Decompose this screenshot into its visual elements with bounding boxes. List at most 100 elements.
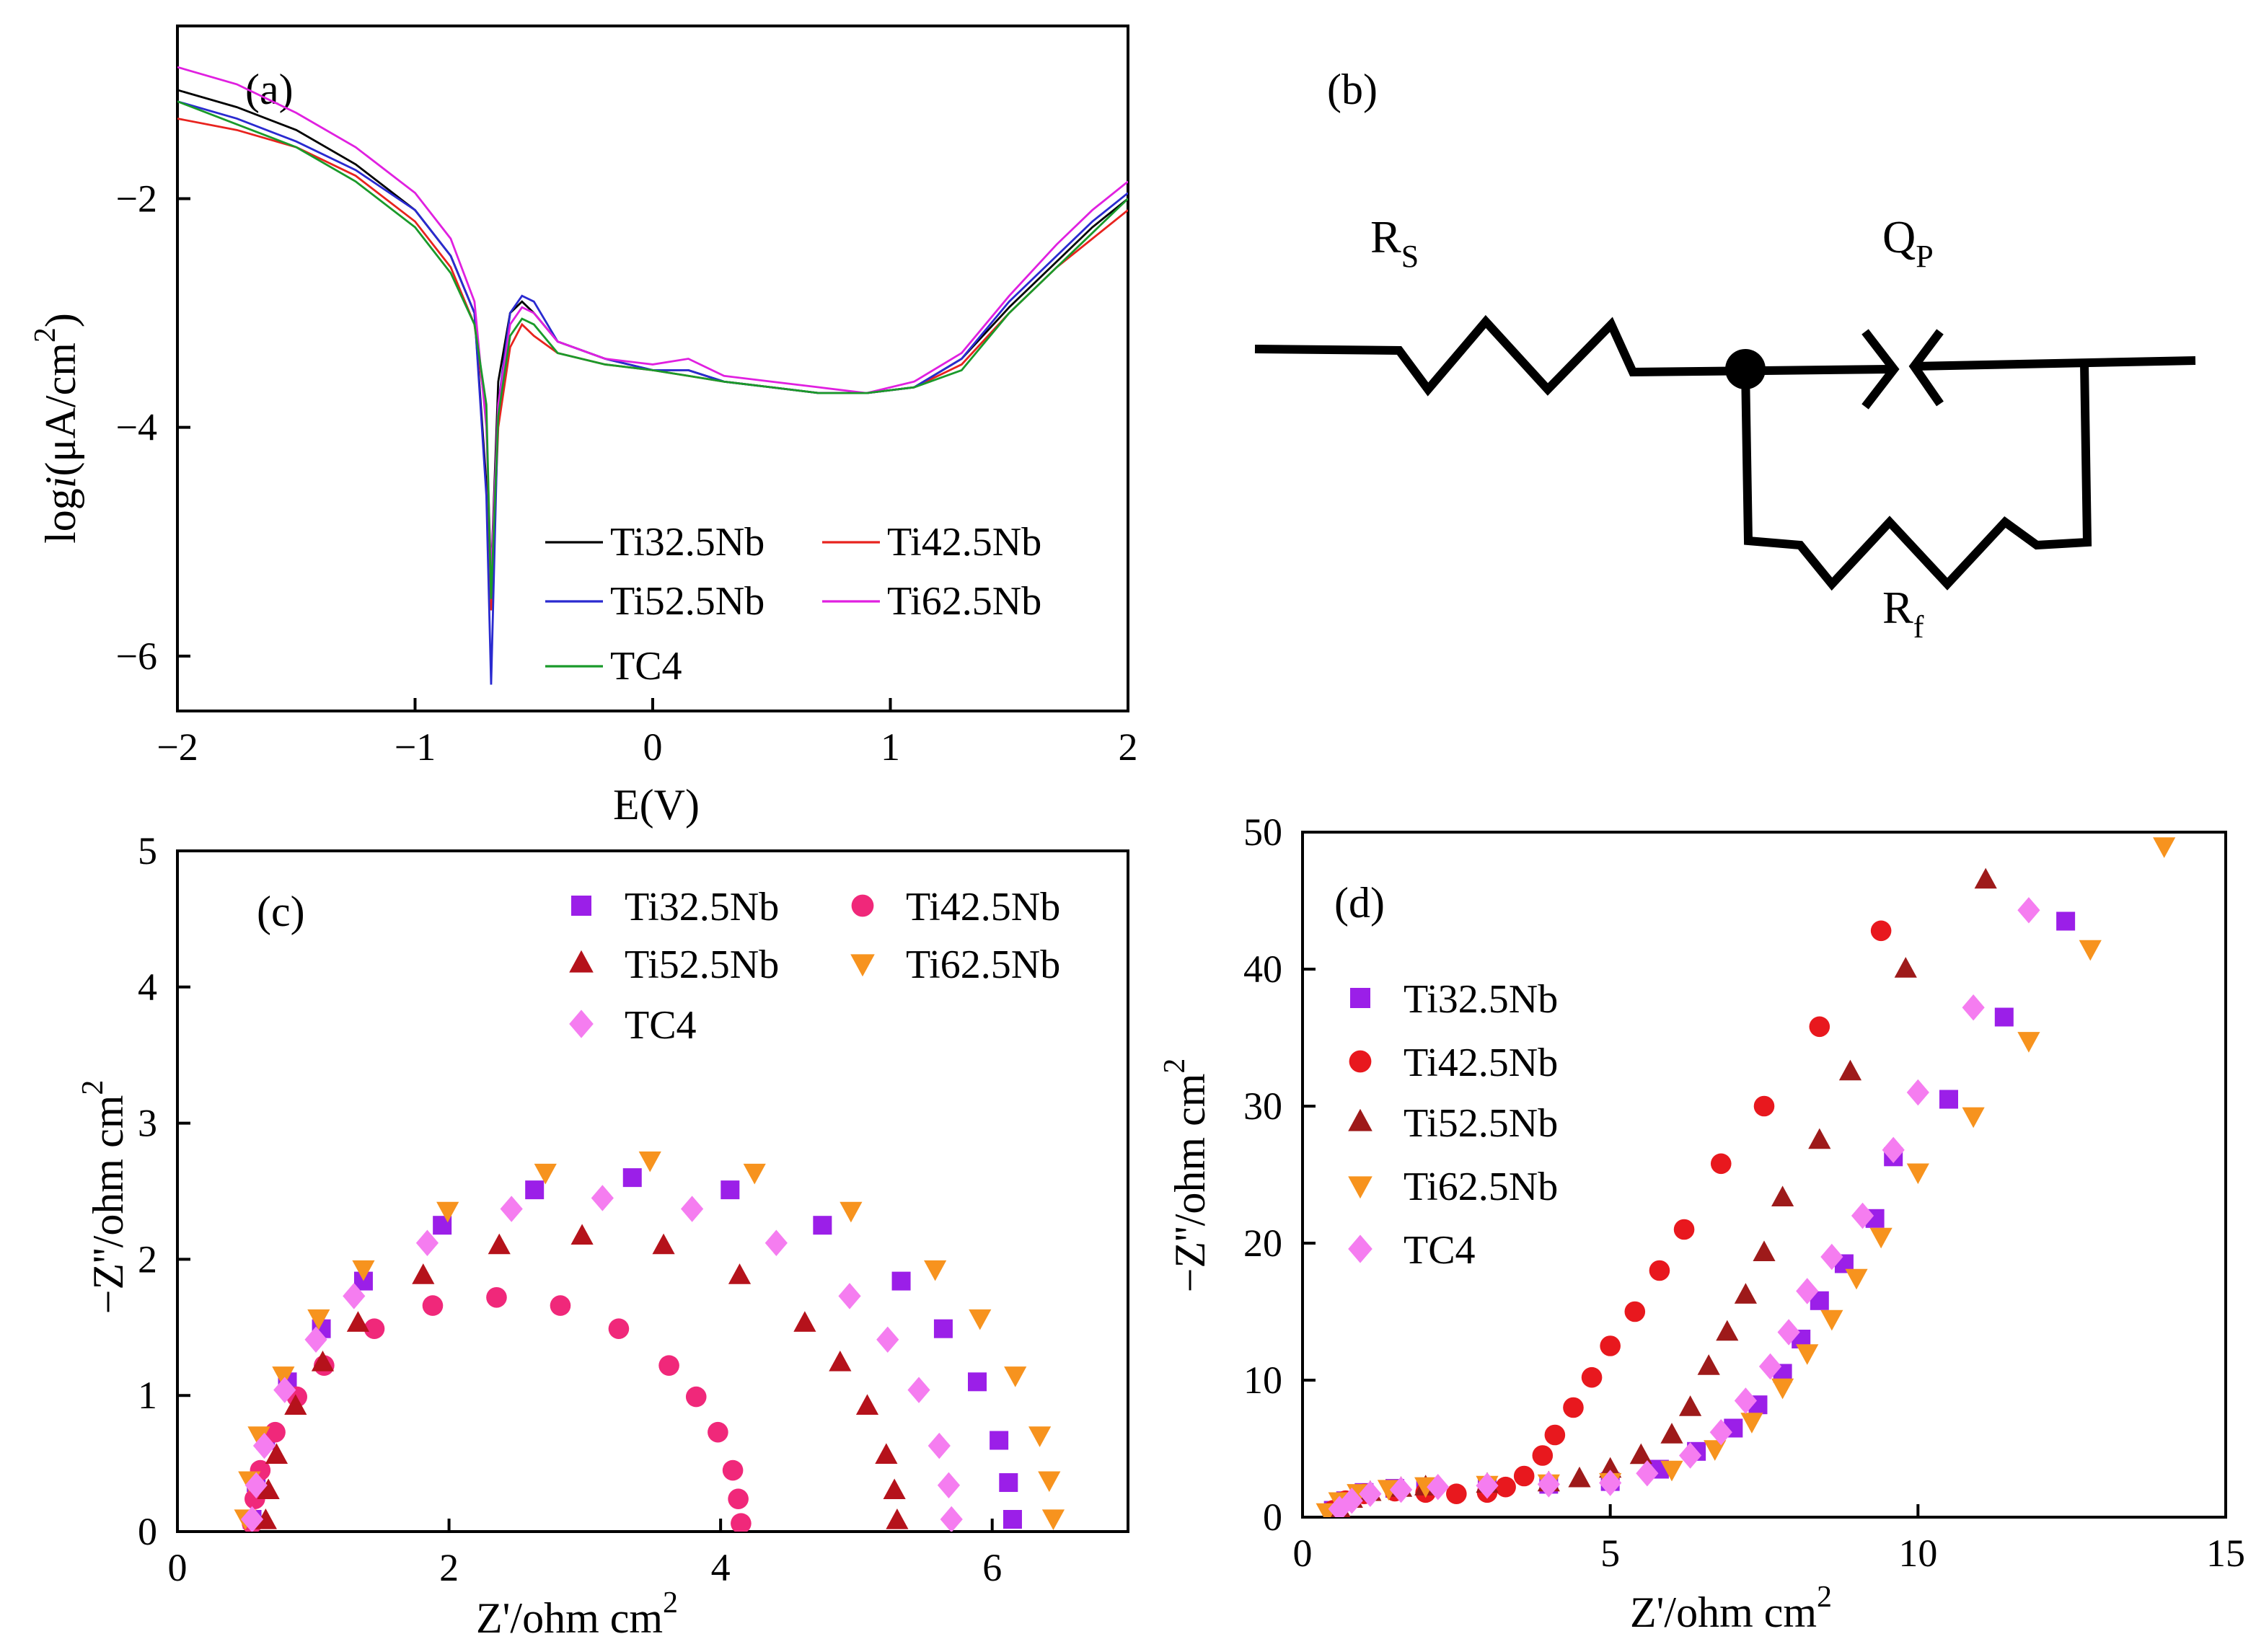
y-tick-label: 20 xyxy=(1243,1222,1282,1265)
panel-label: (c) xyxy=(257,888,305,935)
point xyxy=(1809,1016,1830,1038)
y-tick-label: 30 xyxy=(1243,1085,1282,1128)
point xyxy=(486,1286,507,1308)
point xyxy=(1704,1440,1727,1461)
label-part: i xyxy=(37,477,84,489)
point xyxy=(875,1443,898,1464)
x-tick-label: 0 xyxy=(168,1546,188,1589)
x-tick-label: 2 xyxy=(1119,725,1138,769)
point xyxy=(1446,1483,1467,1504)
point xyxy=(1758,1353,1782,1380)
x-tick-label: 0 xyxy=(1293,1532,1313,1575)
point xyxy=(304,1326,327,1353)
point xyxy=(1845,1268,1868,1290)
line xyxy=(177,100,1128,599)
legend-marker xyxy=(1348,1234,1372,1263)
point xyxy=(1740,1413,1763,1434)
component-label: QP xyxy=(1882,211,1934,274)
point xyxy=(422,1295,444,1316)
label-part: −Z''/ohm cm xyxy=(84,1095,132,1315)
point xyxy=(1869,1227,1893,1249)
point xyxy=(311,1350,335,1371)
legend-label: TC4 xyxy=(1404,1228,1476,1273)
point xyxy=(1544,1424,1566,1446)
point xyxy=(1563,1397,1584,1418)
plot-frame xyxy=(176,849,1129,1533)
point xyxy=(622,1168,642,1188)
point xyxy=(937,1472,961,1499)
component-label: RS xyxy=(1370,211,1419,274)
legend-label: Ti32.5Nb xyxy=(1404,977,1558,1022)
point xyxy=(272,1366,295,1387)
point xyxy=(1004,1366,1027,1387)
x-tick-label: 1 xyxy=(881,725,900,769)
axis-label: −Z''/ohm cm2 xyxy=(76,1080,132,1315)
label-part: 2 xyxy=(1158,1059,1191,1074)
point xyxy=(1906,1163,1929,1185)
plot-frame xyxy=(1301,831,2227,1519)
point xyxy=(1649,1260,1670,1281)
x-tick-label: 6 xyxy=(982,1546,1002,1589)
legend-marker xyxy=(569,1010,594,1038)
point xyxy=(273,1377,296,1403)
y-tick-label: 0 xyxy=(138,1510,157,1553)
point xyxy=(1476,1472,1499,1499)
point xyxy=(1629,1443,1652,1465)
legend-label: Ti52.5Nb xyxy=(625,942,779,987)
legend-marker xyxy=(1349,1050,1372,1073)
point xyxy=(1679,1442,1702,1469)
point xyxy=(1753,1240,1776,1261)
y-tick-label: 3 xyxy=(138,1102,157,1145)
point xyxy=(969,1309,992,1330)
y-tick-label: 40 xyxy=(1243,948,1282,991)
point xyxy=(1753,1095,1775,1117)
point xyxy=(352,1260,375,1281)
y-tick-label: 0 xyxy=(1263,1496,1282,1539)
point xyxy=(2079,940,2102,961)
point xyxy=(731,1513,752,1532)
point xyxy=(1734,1283,1757,1304)
axis-label: logi(μA/cm2) xyxy=(29,313,84,544)
point xyxy=(1851,1202,1874,1229)
x-tick-label: 15 xyxy=(2206,1532,2245,1575)
point xyxy=(254,1508,277,1529)
point xyxy=(1599,1470,1622,1496)
point xyxy=(1038,1471,1061,1493)
symbol: Q xyxy=(1882,211,1916,262)
point xyxy=(728,1263,752,1284)
legend-label: Ti62.5Nb xyxy=(906,942,1060,987)
point xyxy=(1532,1445,1554,1466)
point xyxy=(265,1421,286,1443)
point xyxy=(743,1163,766,1185)
point xyxy=(550,1295,571,1316)
point xyxy=(1939,1090,1958,1109)
symbol: R xyxy=(1370,211,1401,262)
label-part: ) xyxy=(37,313,84,327)
plot-area xyxy=(1316,837,2176,1517)
label-part: 2 xyxy=(1817,1581,1832,1614)
point xyxy=(793,1311,816,1332)
point xyxy=(2017,1032,2040,1053)
point xyxy=(1882,1136,1905,1163)
plot-area xyxy=(234,1151,1065,1532)
symbol: R xyxy=(1882,582,1913,633)
point xyxy=(1771,1185,1794,1206)
point xyxy=(1820,1309,1843,1331)
point xyxy=(1600,1335,1621,1356)
point xyxy=(876,1326,899,1353)
label-part: 2 xyxy=(76,1080,110,1095)
point xyxy=(1389,1476,1413,1503)
x-tick-label: 0 xyxy=(643,725,663,769)
panel-label: (b) xyxy=(1327,66,1378,113)
legend-label: Ti42.5Nb xyxy=(906,885,1060,929)
point xyxy=(681,1196,704,1222)
point xyxy=(722,1459,744,1481)
legend-marker xyxy=(571,896,591,916)
point xyxy=(933,1319,953,1338)
point xyxy=(412,1263,435,1284)
point xyxy=(1820,1243,1843,1271)
point xyxy=(1537,1471,1560,1498)
point xyxy=(1994,1007,2014,1027)
y-tick-label: 1 xyxy=(138,1374,157,1417)
point xyxy=(244,1472,268,1499)
